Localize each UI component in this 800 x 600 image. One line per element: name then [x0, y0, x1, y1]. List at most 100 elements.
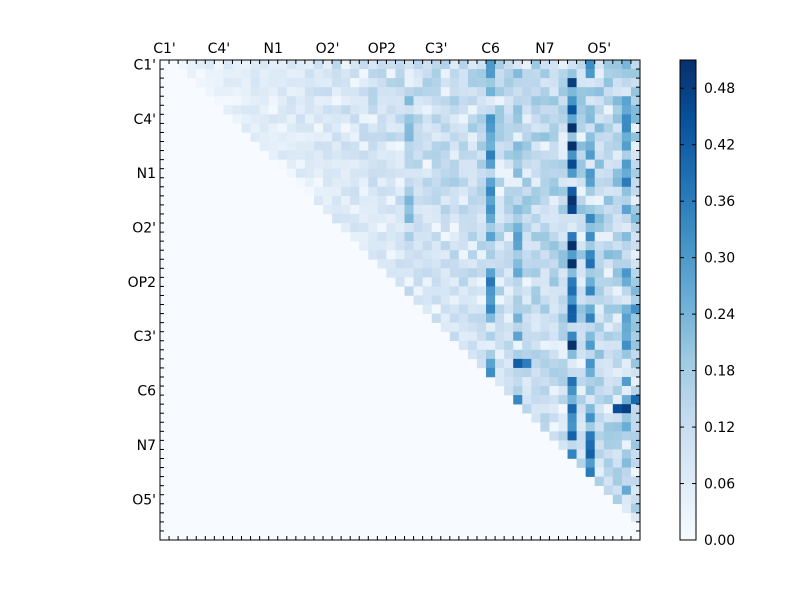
heatmap-cell [630, 431, 641, 441]
heatmap-cell [359, 150, 369, 160]
heatmap-cell [467, 96, 478, 106]
heatmap-cell [413, 114, 423, 124]
heatmap-cell [413, 232, 423, 242]
heatmap-cell [404, 123, 414, 133]
heatmap-cell [449, 304, 460, 314]
heatmap-cell [341, 123, 351, 133]
heatmap-cell [449, 232, 460, 242]
heatmap-cell [386, 141, 396, 151]
heatmap-cell [486, 96, 496, 106]
heatmap-cell [286, 150, 297, 160]
heatmap-cell [549, 232, 559, 242]
heatmap-cell [286, 96, 297, 106]
heatmap-cell [549, 322, 559, 332]
heatmap-cell [630, 150, 641, 160]
heatmap-cell [458, 177, 469, 188]
heatmap-cell [549, 223, 559, 233]
heatmap-cell [458, 331, 469, 342]
heatmap-cell [250, 114, 260, 124]
heatmap-cell [476, 132, 487, 142]
heatmap-cell [531, 241, 541, 251]
heatmap-cell [395, 105, 405, 115]
heatmap-cell [440, 304, 451, 314]
heatmap-cell [323, 78, 333, 88]
heatmap-cell [549, 250, 559, 260]
heatmap-cell [377, 177, 387, 188]
heatmap-cell [540, 60, 550, 70]
heatmap-cell [431, 304, 442, 314]
heatmap-cell [250, 60, 260, 70]
heatmap-cell [350, 78, 360, 88]
heatmap-cell [558, 159, 568, 169]
heatmap-cell [549, 304, 559, 314]
heatmap-cell [323, 60, 333, 70]
heatmap-cell [304, 150, 315, 160]
heatmap-cell [567, 340, 577, 351]
heatmap-cell [585, 422, 596, 432]
heatmap-cell [594, 141, 605, 151]
heatmap-cell [576, 395, 586, 405]
heatmap-cell [585, 313, 596, 323]
heatmap-cell [241, 78, 251, 88]
heatmap-cell [540, 295, 550, 305]
heatmap-cell [513, 213, 523, 224]
heatmap-cell [467, 114, 478, 124]
heatmap-cell [603, 304, 614, 314]
heatmap-cell [522, 168, 532, 179]
heatmap-cell [404, 69, 414, 79]
heatmap-cell [567, 431, 577, 441]
heatmap-cell [531, 114, 541, 124]
heatmap-cell [486, 277, 496, 287]
heatmap-cell [422, 123, 432, 133]
heatmap-cell [594, 449, 605, 459]
heatmap-cell [350, 96, 360, 106]
heatmap-cell [513, 114, 523, 124]
heatmap-cell [422, 168, 432, 179]
heatmap-cell [540, 322, 550, 332]
heatmap-cell [313, 195, 324, 206]
heatmap-cell [323, 69, 333, 79]
heatmap-cell [540, 304, 550, 314]
heatmap-cell [549, 105, 559, 115]
heatmap-cell [576, 422, 586, 432]
x-tick-label: C4' [208, 41, 231, 57]
heatmap-cell [341, 204, 351, 215]
heatmap-cell [467, 223, 478, 233]
heatmap-cell [513, 250, 523, 260]
heatmap-cell [232, 105, 242, 115]
heatmap-cell [621, 141, 632, 151]
heatmap-cell [332, 141, 342, 151]
heatmap-cell [576, 114, 586, 124]
heatmap-cell [467, 295, 478, 305]
heatmap-cell [467, 204, 478, 215]
heatmap-cell [567, 331, 577, 342]
heatmap-cell [621, 413, 632, 423]
heatmap-cell [594, 349, 605, 360]
heatmap-cell [522, 322, 532, 332]
heatmap-cell [422, 250, 432, 260]
heatmap-cell [404, 195, 414, 206]
heatmap-cell [630, 105, 641, 115]
heatmap-cell [630, 476, 641, 486]
heatmap-cell [395, 123, 405, 133]
heatmap-cell [368, 96, 378, 106]
heatmap-cell [576, 322, 586, 332]
heatmap-cell [621, 223, 632, 233]
heatmap-cell [368, 60, 378, 70]
heatmap-cell [549, 358, 559, 369]
heatmap-cell [585, 340, 596, 351]
heatmap-cell [513, 386, 523, 396]
heatmap-cell [350, 177, 360, 188]
heatmap-cell [440, 259, 451, 269]
heatmap-cell [531, 96, 541, 106]
heatmap-cell [323, 87, 333, 97]
heatmap-cell [440, 114, 451, 124]
minor-ticks [159, 59, 641, 541]
heatmap-cell [621, 132, 632, 142]
heatmap-cell [476, 195, 487, 206]
heatmap-cell [612, 476, 623, 486]
heatmap-cell [531, 141, 541, 151]
heatmap-cell [504, 195, 514, 206]
heatmap-cell [603, 313, 614, 323]
